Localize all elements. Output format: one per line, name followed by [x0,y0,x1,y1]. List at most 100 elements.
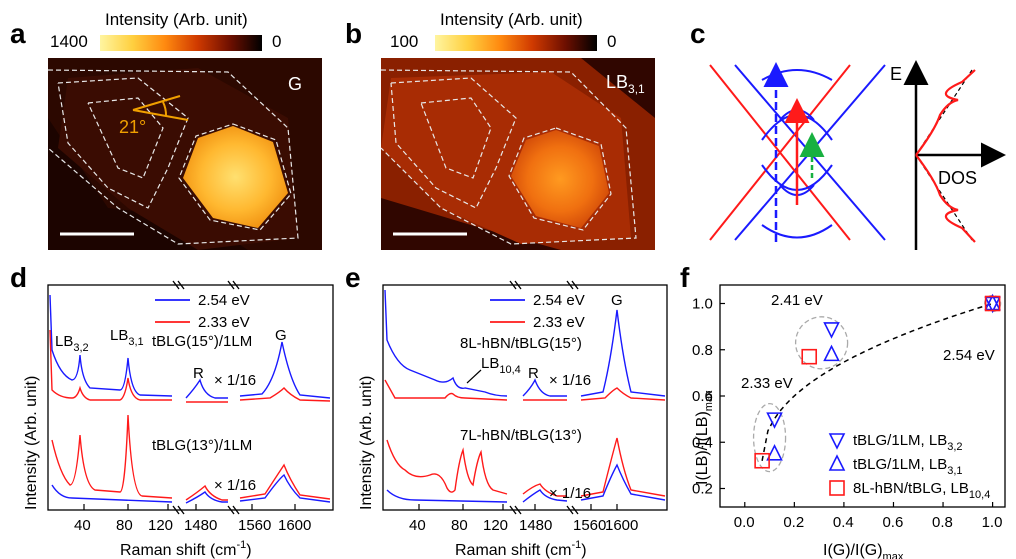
spectra-panel-d: Intensity (Arb. unit) 40 80 120 1480 156… [23,280,334,559]
spectrum-e-bottom-red [386,437,666,497]
ytick-label-f: 0.6 [692,388,713,405]
hexagon-flake-b [511,130,609,228]
xlabel-d: Raman shift (cm-1) [120,539,252,559]
scale-label-e-bottom: × 1/16 [549,485,591,502]
colorbar-b [435,35,597,51]
ytick-label-f: 0.8 [692,342,713,359]
legend-e-blue: 2.54 eV [533,292,585,309]
xtick-e-40: 40 [409,517,426,534]
spectrum-d-bottom-red [51,414,331,501]
xtick-e-120: 120 [483,517,508,534]
scatter-point-series-0 [823,322,840,339]
guide-curve [761,302,993,461]
scale-label-e-top: × 1/16 [549,372,591,389]
scale-label-d-top: × 1/16 [214,372,256,389]
legend-label-f-0: tBLG/1LM, LB3,2 [853,432,963,453]
annotation-2-41eV: 2.41 eV [771,292,823,309]
axes-frame-e [382,284,668,511]
scatter-point-series-0 [766,412,783,429]
colorbar-max-a: 1400 [50,32,88,51]
legend-e-red: 2.33 eV [533,314,585,331]
raman-map-lb: LB3,1 [381,58,655,250]
legend-marker-f-1 [828,454,846,471]
scatter-point-series-1 [823,344,840,362]
spectrum-e-bottom-blue [386,463,666,503]
legend-d-red: 2.33 eV [198,314,250,331]
peak-label-g-d: G [275,327,287,344]
energy-axis-label: E [890,64,902,84]
axes-frame-d [47,284,334,511]
legend-label-f-1: tBLG/1LM, LB3,1 [853,456,963,477]
colorbar-title-a: Intensity (Arb. unit) [105,10,248,29]
panel-letter-b: b [345,18,363,49]
scatter-point-series-2 [984,295,1001,312]
ylabel-e: Intensity (Arb. unit) [358,376,375,510]
group-ellipse [794,316,849,370]
ytick-label-f: 0.4 [692,434,713,451]
spectrum-d-top-red [49,329,331,403]
scatter-point-series-0 [984,296,1001,314]
scale-label-d-bottom: × 1/16 [214,477,256,494]
angle-label: 21° [119,117,146,137]
sample-label-d-top: tBLG(15°)/1LM [152,333,252,350]
colorbar-max-b: 100 [390,32,419,51]
scatter-point-series-2 [754,452,770,469]
annotation-2-54eV: 2.54 eV [943,347,995,364]
xtick-label-f: 0.6 [882,514,903,531]
xlabel-e: Raman shift (cm-1) [455,539,587,559]
panel-letter-c: c [690,18,706,49]
ytick-label-f: 1.0 [692,296,713,313]
peak-label-lb31: LB3,1 [110,327,144,348]
xtick-label-f: 1.0 [982,514,1003,531]
xtick-d-1600: 1600 [278,517,311,534]
legend-marker-f-0 [828,433,846,450]
spectrum-d-top-blue [49,294,331,399]
xtick-d-120: 120 [148,517,173,534]
peak-label-r-d: R [193,365,204,382]
colorbar-min-b: 0 [607,32,617,51]
band-label-g: G [288,74,302,94]
legend-marker-f-2 [829,480,845,496]
panel-letter-a: a [10,18,26,49]
dos-axis-label: DOS [938,168,977,188]
peak-label-r-e: R [528,365,539,382]
band-schematic: E DOS [709,60,1006,250]
scatter-point-series-1 [766,444,783,461]
xtick-e-1600: 1600 [605,517,638,534]
panel-letter-d: d [10,262,28,293]
spectrum-e-top-blue [384,289,666,397]
ylabel-d: Intensity (Arb. unit) [23,376,40,510]
sample-label-e-top: 8L-hBN/tBLG(15°) [460,335,582,352]
ylabel-f: I(LB)/I(LB)max [694,390,715,485]
peak-label-g-e: G [611,292,623,309]
dos-curve [915,69,976,243]
peak-label-lb32: LB3,2 [55,333,89,354]
colorbar-title-b: Intensity (Arb. unit) [440,10,583,29]
annotation-2-33eV: 2.33 eV [741,375,793,392]
xtick-label-f: 0.8 [932,514,953,531]
spectrum-e-top-red [384,379,666,401]
raman-map-g: 21° G [48,58,322,250]
xtick-d-40: 40 [74,517,91,534]
ytick-label-f: 0.2 [692,481,713,498]
scatter-point-series-2 [801,348,818,365]
xtick-e-1480: 1480 [519,517,552,534]
group-ellipse [752,402,787,473]
hexagon-flake-a [183,126,288,228]
xtick-e-80: 80 [451,517,468,534]
xtick-e-1560: 1560 [573,517,606,534]
xtick-d-80: 80 [116,517,133,534]
xtick-label-f: 0.4 [833,514,854,531]
scatter-panel-f: I(LB)/I(LB)max 0.0 0.2 0.4 0.6 0.8 1.0 0.2 0.4 0… [692,284,1006,559]
peak-label-lb104: LB10,4 [481,355,521,376]
xtick-label-f: 0.2 [783,514,804,531]
xtick-label-f: 0.0 [734,514,755,531]
colorbar-min-a: 0 [272,32,282,51]
colorbar-a [100,35,262,51]
xtick-d-1560: 1560 [238,517,271,534]
sample-label-e-bottom: 7L-hBN/tBLG(13°) [460,427,582,444]
panel-letter-e: e [345,262,361,293]
sample-label-d-bottom: tBLG(13°)/1LM [152,437,252,454]
scatter-point-series-1 [984,293,1001,311]
legend-label-f-2: 8L-hBN/tBLG, LB10,4 [853,480,990,501]
